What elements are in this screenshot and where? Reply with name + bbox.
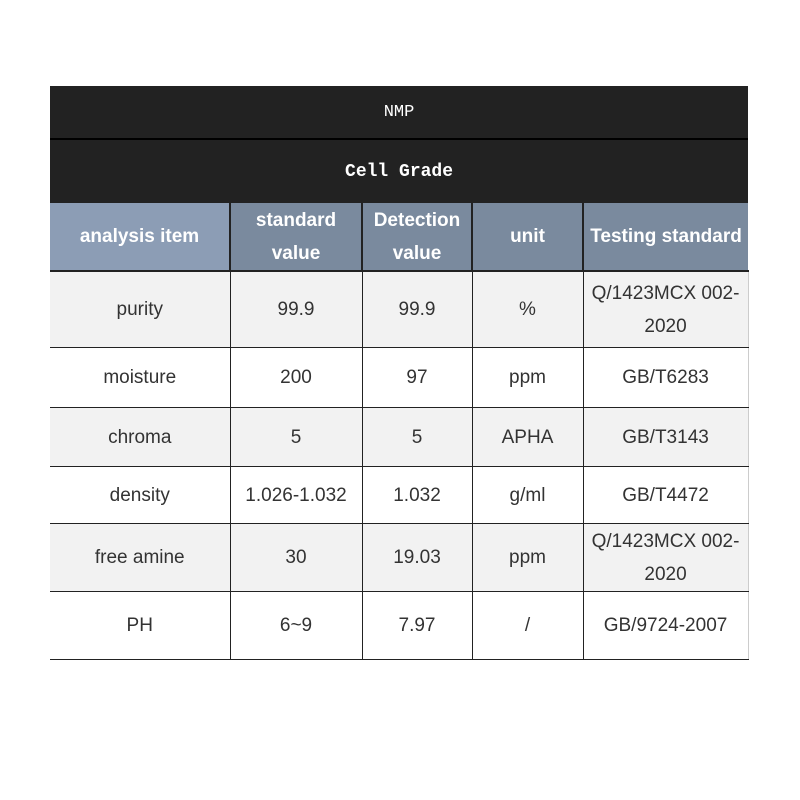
cell-detection-value: 7.97	[361, 591, 473, 660]
header-standard-value: standard value	[230, 203, 363, 272]
cell-testing-standard: Q/1423MCX 002-2020	[582, 523, 749, 592]
cell-standard-value: 99.9	[229, 270, 363, 348]
cell-standard-value: 200	[229, 347, 363, 408]
cell-detection-value: 99.9	[361, 270, 473, 348]
cell-unit: ppm	[471, 347, 584, 408]
cell-analysis-item: purity	[50, 270, 231, 348]
table-row: chroma 5 5 APHA GB/T3143	[50, 407, 749, 467]
table-title: NMP	[50, 86, 749, 140]
cell-testing-standard: GB/T3143	[582, 407, 749, 467]
table-subtitle: Cell Grade	[50, 139, 749, 203]
cell-testing-standard: GB/T6283	[582, 347, 749, 408]
cell-analysis-item: density	[50, 466, 231, 524]
cell-unit: ppm	[471, 523, 584, 592]
header-detection-value: Detection value	[362, 203, 473, 272]
cell-detection-value: 1.032	[361, 466, 473, 524]
cell-analysis-item: free amine	[50, 523, 231, 592]
cell-unit: g/ml	[471, 466, 584, 524]
header-analysis-item: analysis item	[50, 203, 231, 272]
cell-testing-standard: GB/9724-2007	[582, 591, 749, 660]
cell-testing-standard: Q/1423MCX 002-2020	[582, 270, 749, 348]
table-row: PH 6~9 7.97/GB/9724-2007	[50, 591, 749, 660]
cell-testing-standard: GB/T4472	[582, 466, 749, 524]
cell-unit: /	[471, 591, 584, 660]
cell-standard-value: 30	[229, 523, 363, 592]
table-row: moisture 200 97 ppm GB/T6283	[50, 347, 749, 408]
cell-unit: APHA	[471, 407, 584, 467]
header-unit: unit	[472, 203, 584, 272]
table-row: density 1.026-1.032 1.032 g/ml GB/T4472	[50, 466, 749, 524]
header-testing-standard: Testing standard	[583, 203, 749, 272]
cell-standard-value: 1.026-1.032	[229, 466, 363, 524]
cell-detection-value: 19.03	[361, 523, 473, 592]
table-row: purity 99.9 99.9% Q/1423MCX 002-2020	[50, 270, 749, 348]
spec-table: NMP Cell Grade analysis item standard va…	[50, 86, 749, 660]
cell-detection-value: 5	[361, 407, 473, 467]
cell-analysis-item: chroma	[50, 407, 231, 467]
cell-unit: %	[471, 270, 584, 348]
cell-analysis-item: moisture	[50, 347, 231, 408]
cell-standard-value: 5	[229, 407, 363, 467]
cell-standard-value: 6~9	[229, 591, 363, 660]
cell-analysis-item: PH	[50, 591, 231, 660]
cell-detection-value: 97	[361, 347, 473, 408]
table-row: free amine 30 19.03 ppm Q/1423MCX 002-2020	[50, 523, 749, 592]
